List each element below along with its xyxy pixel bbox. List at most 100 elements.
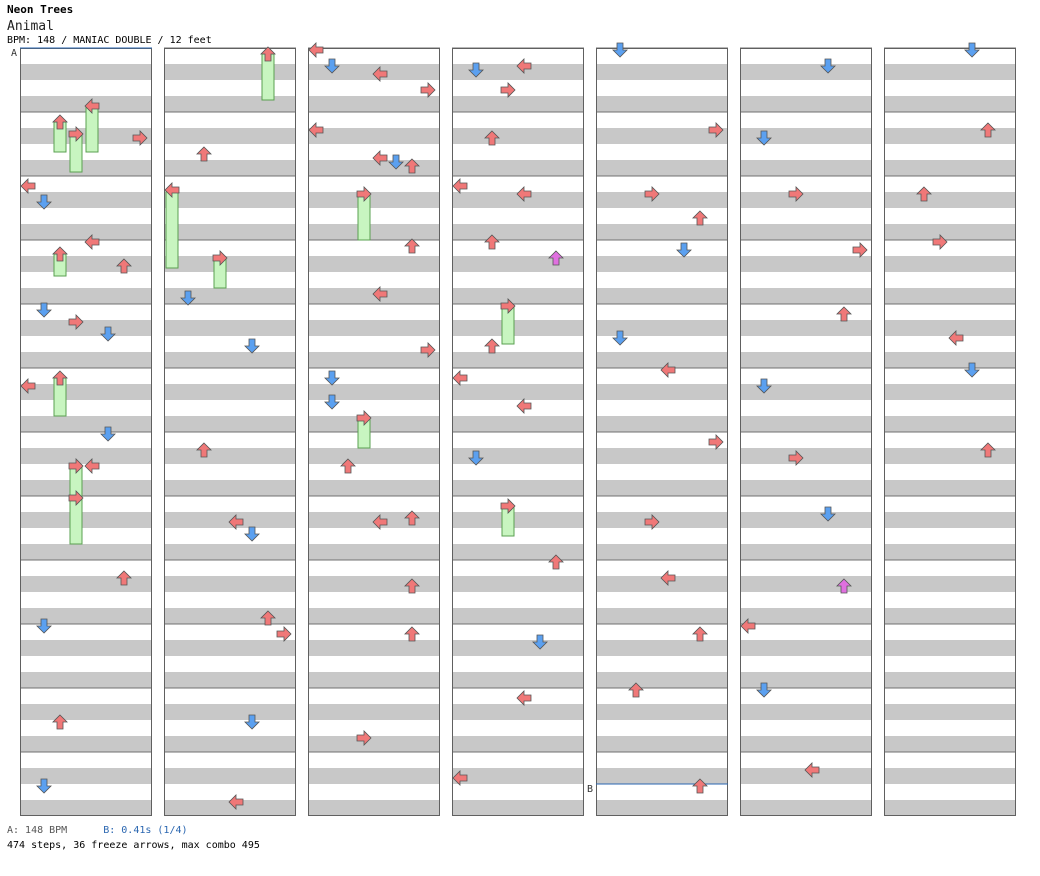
beat-stripe — [740, 752, 872, 768]
beat-stripe — [452, 288, 584, 304]
down-arrow — [820, 506, 836, 522]
beat-stripe — [308, 400, 440, 416]
beat-stripe — [308, 624, 440, 640]
beat-stripe — [884, 608, 1016, 624]
beat-stripe — [452, 464, 584, 480]
stop-legend: B: 0.41s (1/4) — [103, 825, 188, 836]
beat-stripe — [452, 432, 584, 448]
beat-stripe — [452, 480, 584, 496]
beat-stripe — [164, 496, 296, 512]
beat-stripe — [308, 80, 440, 96]
beat-stripe — [452, 672, 584, 688]
beat-stripe — [596, 352, 728, 368]
beat-stripe — [308, 256, 440, 272]
beat-stripe — [452, 80, 584, 96]
beat-stripe — [20, 752, 152, 768]
beat-stripe — [740, 368, 872, 384]
beat-stripe — [596, 720, 728, 736]
beat-stripe — [164, 384, 296, 400]
beat-stripe — [596, 576, 728, 592]
beat-stripe — [20, 528, 152, 544]
beat-stripe — [164, 336, 296, 352]
beat-stripe — [452, 784, 584, 800]
down-arrow — [756, 378, 772, 394]
marker-label: B — [587, 784, 593, 795]
beat-stripe — [452, 800, 584, 816]
beat-stripe — [20, 480, 152, 496]
beat-stripe — [452, 400, 584, 416]
column-border — [884, 48, 1016, 816]
beat-stripe — [884, 592, 1016, 608]
beat-stripe — [884, 128, 1016, 144]
beat-stripe — [452, 720, 584, 736]
left-arrow — [372, 286, 388, 302]
beat-stripe — [308, 416, 440, 432]
beat-stripe — [596, 112, 728, 128]
chart-label: MANIAC DOUBLE — [73, 35, 152, 46]
beat-stripe — [308, 160, 440, 176]
beat-stripe — [596, 592, 728, 608]
beat-stripe — [20, 352, 152, 368]
beat-stripe — [884, 704, 1016, 720]
beat-stripe — [452, 544, 584, 560]
beat-stripe — [452, 272, 584, 288]
column-border — [452, 48, 584, 816]
beat-stripe — [308, 64, 440, 80]
beat-stripe — [884, 448, 1016, 464]
beat-stripe — [740, 272, 872, 288]
up-arrow — [260, 46, 276, 62]
beat-stripe — [164, 192, 296, 208]
song-title: Animal — [7, 19, 54, 34]
beat-stripe — [740, 224, 872, 240]
beat-stripe — [740, 432, 872, 448]
beat-stripe — [596, 304, 728, 320]
beat-stripe — [164, 272, 296, 288]
beat-stripe — [164, 560, 296, 576]
right-arrow — [132, 130, 148, 146]
beat-stripe — [308, 496, 440, 512]
beat-stripe — [884, 304, 1016, 320]
right-arrow — [68, 126, 84, 142]
up-arrow — [980, 122, 996, 138]
beat-stripe — [308, 688, 440, 704]
up-arrow — [692, 626, 708, 642]
beat-stripe — [20, 592, 152, 608]
beat-stripe — [884, 528, 1016, 544]
beat-stripe — [308, 176, 440, 192]
beat-stripe — [308, 304, 440, 320]
beat-stripe — [740, 400, 872, 416]
right-arrow — [356, 730, 372, 746]
down-arrow — [244, 338, 260, 354]
beat-stripe — [308, 272, 440, 288]
beat-stripe — [20, 560, 152, 576]
left-arrow — [164, 182, 180, 198]
down-arrow — [100, 426, 116, 442]
down-arrow — [324, 58, 340, 74]
beat-stripe — [452, 320, 584, 336]
beat-stripe — [20, 80, 152, 96]
beat-stripe — [740, 800, 872, 816]
down-arrow — [324, 394, 340, 410]
beat-stripe — [452, 304, 584, 320]
right-arrow — [788, 450, 804, 466]
up-arrow — [260, 610, 276, 626]
right-arrow — [852, 242, 868, 258]
beat-stripe — [596, 96, 728, 112]
chart-column — [884, 47, 1016, 816]
beat-stripe — [884, 80, 1016, 96]
up-arrow — [52, 370, 68, 386]
beat-stripe — [596, 160, 728, 176]
beat-stripe — [452, 208, 584, 224]
right-arrow — [68, 458, 84, 474]
left-arrow — [20, 178, 36, 194]
down-arrow — [36, 302, 52, 318]
beat-stripe — [20, 336, 152, 352]
left-arrow — [516, 58, 532, 74]
beat-stripe — [740, 304, 872, 320]
beat-stripe — [884, 480, 1016, 496]
beat-stripe — [308, 608, 440, 624]
beat-stripe — [452, 560, 584, 576]
beat-stripe — [596, 64, 728, 80]
down-arrow — [244, 526, 260, 542]
beat-stripe — [164, 240, 296, 256]
